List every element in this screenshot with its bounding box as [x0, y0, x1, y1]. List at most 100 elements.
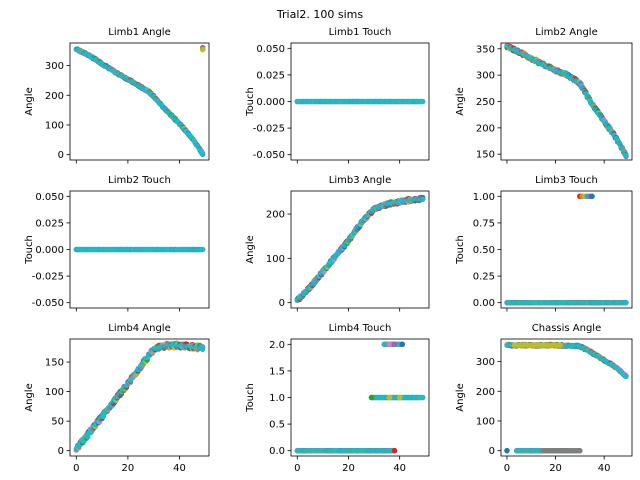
y-tick-label: 0.00 [473, 298, 495, 309]
y-tick-label: 350 [476, 44, 495, 55]
scatter-points [504, 193, 629, 306]
y-axis-label: Angle [245, 235, 256, 263]
y-tick-label: -0.025 [253, 124, 285, 135]
axes-frame [69, 190, 210, 309]
y-tick-label: 0.050 [256, 44, 285, 55]
y-tick-label: 0.050 [35, 192, 64, 203]
outlier-point [396, 394, 403, 401]
x-tick-label: 40 [393, 463, 406, 474]
axes-frame [500, 190, 633, 309]
y-tick-label: 0.025 [35, 218, 64, 229]
y-axis-label: Touch [455, 235, 466, 265]
subplot-title: Limb1 Angle [108, 27, 170, 38]
scatter-points [73, 44, 206, 157]
data-point [200, 151, 206, 157]
subplot-2: Limb2 Angle Angle 150 200 250 300 350 [455, 27, 633, 164]
y-tick-label: 200 [45, 91, 64, 102]
x-tick-label: 0 [294, 463, 300, 474]
y-tick-label: 150 [45, 358, 64, 369]
subplot-title: Limb1 Touch [329, 27, 392, 38]
figure-title: Trial2. 100 sims [276, 8, 363, 21]
subplot-title: Limb3 Touch [535, 175, 598, 186]
scatter-points [73, 340, 206, 453]
subplot-5: Limb3 Touch Touch 0.00 0.25 0.50 0.75 1.00 [455, 175, 633, 312]
subplot-4: Limb3 Angle Angle 0 100 200 [245, 175, 430, 312]
y-tick-label: 100 [266, 254, 285, 265]
y-tick-label: 0.000 [256, 97, 285, 108]
y-tick-label: 0.5 [269, 420, 285, 431]
data-point [577, 448, 583, 454]
scatter-points [294, 194, 426, 304]
y-tick-label: 0 [58, 446, 64, 457]
outlier-point [386, 394, 393, 401]
axes-frame [290, 190, 430, 309]
x-tick-label: 20 [342, 463, 355, 474]
x-tick-label: 0 [504, 463, 510, 474]
data-point [623, 373, 629, 380]
outlier-point [386, 341, 393, 348]
y-tick-label: 1.0 [269, 393, 285, 404]
data-point [420, 196, 426, 202]
data-point [623, 152, 629, 158]
y-tick-label: 0.50 [473, 245, 495, 256]
subplot-0: Limb1 Angle Angle 0 100 200 300 [24, 27, 210, 164]
scatter-points [294, 341, 426, 454]
y-tick-label: 150 [476, 150, 495, 161]
y-tick-label: 0 [58, 150, 64, 161]
data-point [200, 345, 206, 351]
y-axis-label: Angle [455, 383, 466, 411]
y-tick-label: 100 [45, 387, 64, 398]
y-tick-label: -0.050 [32, 298, 64, 309]
x-tick-label: 20 [122, 463, 135, 474]
outlier-point [199, 46, 206, 53]
subplot-6: Limb4 Angle Angle 0 50 100 150 0 20 40 [24, 323, 210, 474]
scatter-points [73, 246, 206, 253]
y-tick-label: 0.000 [35, 245, 64, 256]
y-tick-label: -0.050 [253, 150, 285, 161]
y-tick-label: 1.00 [473, 192, 495, 203]
y-tick-label: 100 [476, 416, 495, 427]
subplot-8: Chassis Angle Angle 0 100 200 300 0 20 40 [455, 323, 633, 474]
subplot-title: Limb2 Touch [108, 175, 171, 186]
y-tick-label: 300 [45, 61, 64, 72]
data-point [623, 300, 629, 306]
subplot-title: Limb3 Angle [329, 175, 391, 186]
y-tick-label: 300 [476, 357, 495, 368]
y-tick-label: 0.75 [473, 218, 495, 229]
y-axis-label: Angle [455, 87, 466, 115]
outlier-point [391, 341, 398, 348]
x-tick-label: 20 [549, 463, 562, 474]
x-tick-label: 0 [73, 463, 79, 474]
axes-frame [500, 42, 633, 161]
y-tick-label: 0.25 [473, 272, 495, 283]
axes-frame [290, 338, 430, 457]
data-point [420, 394, 426, 401]
y-axis-label: Touch [24, 235, 35, 265]
y-axis-label: Angle [24, 87, 35, 115]
axes-frame [69, 42, 210, 161]
y-axis-label: Touch [245, 383, 256, 413]
data-point [200, 246, 206, 253]
y-tick-label: 0 [489, 446, 495, 457]
subplot-title: Limb2 Angle [535, 27, 597, 38]
y-tick-label: 0.025 [256, 70, 285, 81]
y-tick-label: 250 [476, 97, 495, 108]
x-tick-label: 40 [598, 463, 611, 474]
y-tick-label: 200 [476, 123, 495, 134]
y-tick-label: 200 [476, 387, 495, 398]
y-tick-label: -0.025 [32, 272, 64, 283]
data-point [420, 98, 426, 105]
outlier-point [504, 447, 510, 454]
y-tick-label: 200 [266, 210, 285, 221]
y-tick-label: 50 [51, 417, 64, 428]
y-axis-label: Touch [245, 87, 256, 117]
outlier-point [391, 447, 398, 454]
scatter-points [294, 98, 426, 105]
outlier-point [589, 193, 595, 200]
subplot-title: Limb4 Touch [329, 323, 392, 334]
y-tick-label: 100 [45, 120, 64, 131]
outlier-point [399, 341, 406, 348]
